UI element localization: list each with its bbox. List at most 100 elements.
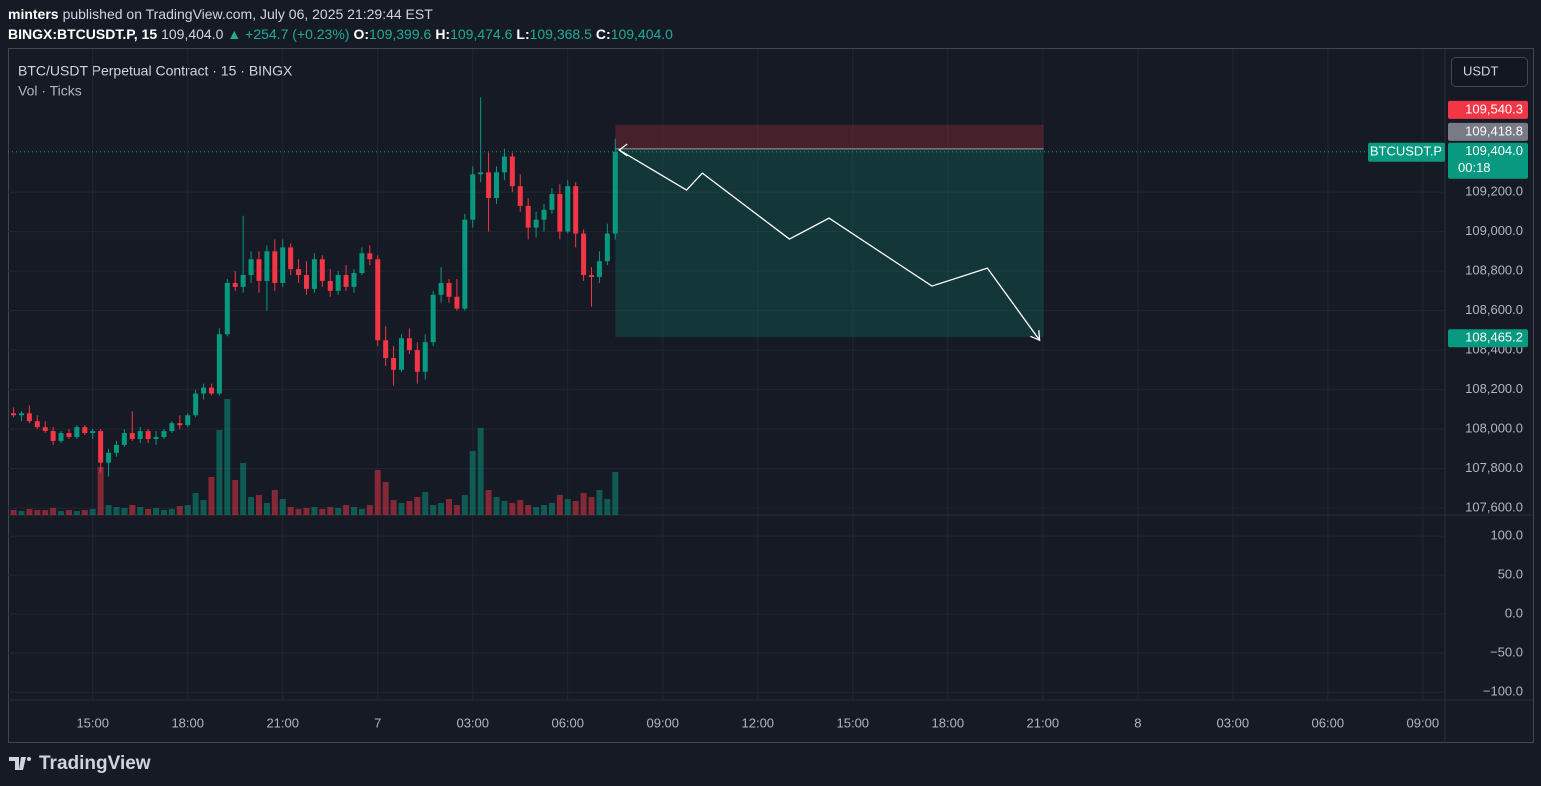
volume-bar bbox=[255, 495, 262, 515]
header: minters published on TradingView.com, Jul… bbox=[8, 6, 433, 22]
candle-body bbox=[145, 431, 151, 439]
y-tick-label: 107,800.0 bbox=[1465, 460, 1523, 475]
candle-body bbox=[581, 233, 587, 276]
candle-body bbox=[557, 194, 563, 232]
candle-body bbox=[462, 219, 468, 309]
candle-body bbox=[106, 452, 112, 463]
candle-body bbox=[303, 275, 309, 289]
volume-bar bbox=[263, 503, 270, 515]
volume-bar bbox=[509, 503, 516, 515]
x-tick-label: 15:00 bbox=[76, 715, 109, 730]
volume-bar bbox=[461, 495, 468, 515]
candle-body bbox=[248, 259, 254, 276]
volume-bar bbox=[358, 509, 365, 515]
candle-body bbox=[478, 172, 484, 175]
chart-subtitle: Vol · Ticks bbox=[18, 83, 82, 99]
volume-bar bbox=[580, 493, 587, 515]
o-label: O: bbox=[353, 26, 370, 42]
low: 109,368.5 bbox=[529, 26, 592, 42]
volume-bar bbox=[129, 505, 136, 515]
candle-body bbox=[549, 194, 555, 210]
lower-tick-label: −100.0 bbox=[1483, 684, 1523, 699]
volume-bar bbox=[192, 493, 199, 515]
target-zone bbox=[615, 148, 1044, 338]
candle-body bbox=[82, 427, 88, 434]
currency[interactable]: USDT bbox=[1463, 63, 1498, 78]
y-tick-label: 108,600.0 bbox=[1465, 302, 1523, 317]
symbol-label-box bbox=[1368, 142, 1445, 162]
y-tick-label: 109,200.0 bbox=[1465, 184, 1523, 199]
candle-body bbox=[335, 275, 341, 291]
volume-bar bbox=[224, 399, 231, 515]
volume-bar bbox=[216, 430, 223, 515]
x-tick-label: 09:00 bbox=[646, 715, 679, 730]
volume-bar bbox=[445, 499, 452, 515]
x-tick-label: 18:00 bbox=[932, 715, 965, 730]
volume-bar bbox=[335, 508, 342, 515]
volume-bar bbox=[303, 508, 310, 515]
volume-bar bbox=[232, 480, 239, 515]
volume-bar bbox=[287, 507, 294, 515]
candle-body bbox=[66, 433, 72, 437]
volume-bar bbox=[596, 490, 603, 515]
x-tick-label: 06:00 bbox=[551, 715, 584, 730]
volume-bar bbox=[137, 507, 144, 515]
candle-body bbox=[430, 294, 436, 343]
candle-body bbox=[383, 340, 389, 358]
candle-body bbox=[272, 251, 278, 283]
candle-body bbox=[240, 275, 246, 287]
x-tick-label: 21:00 bbox=[1027, 715, 1060, 730]
candle-body bbox=[319, 259, 325, 281]
candle-body bbox=[169, 423, 175, 432]
candle-body bbox=[90, 431, 96, 434]
volume-bar bbox=[113, 507, 120, 515]
y-tick-label: 107,600.0 bbox=[1465, 500, 1523, 515]
volume-bar bbox=[525, 505, 532, 515]
volume-bar bbox=[501, 501, 508, 515]
x-tick-label: 18:00 bbox=[171, 715, 204, 730]
candle-body bbox=[398, 338, 404, 370]
stop-label-box bbox=[1448, 100, 1528, 119]
x-tick-label: 21:00 bbox=[266, 715, 299, 730]
x-tick-label: 03:00 bbox=[1217, 715, 1250, 730]
candle-body bbox=[201, 387, 207, 394]
candle-body bbox=[42, 427, 48, 432]
candle-body bbox=[224, 282, 230, 335]
x-tick-label: 03:00 bbox=[456, 715, 489, 730]
volume-bar bbox=[604, 499, 611, 515]
candle-body bbox=[280, 247, 286, 283]
candle-body bbox=[367, 253, 373, 260]
candle-body bbox=[264, 251, 270, 281]
candle-body bbox=[406, 338, 412, 351]
x-tick-label: 15:00 bbox=[837, 715, 870, 730]
grid bbox=[8, 49, 1445, 700]
volume-bar bbox=[97, 467, 104, 515]
x-tick-label: 09:00 bbox=[1407, 715, 1440, 730]
volume-bar bbox=[121, 508, 128, 515]
candle-body bbox=[121, 433, 127, 445]
volume-bar bbox=[414, 497, 421, 515]
chart-title: BTC/USDT Perpetual Contract · 15 · BINGX bbox=[18, 63, 293, 79]
x-tick-label: 7 bbox=[374, 715, 381, 730]
volume-bar bbox=[366, 505, 373, 515]
countdown: 00:18 bbox=[1458, 160, 1491, 175]
currency-button[interactable] bbox=[1451, 57, 1528, 87]
projection-arrowhead bbox=[1030, 330, 1041, 342]
candle-body bbox=[486, 172, 492, 198]
stop-zone bbox=[615, 124, 1044, 149]
lower-tick-label: 100.0 bbox=[1490, 528, 1523, 543]
candle-body bbox=[573, 186, 579, 234]
candle-body bbox=[525, 205, 531, 228]
candle-body bbox=[161, 431, 167, 437]
c-label: C: bbox=[595, 26, 611, 42]
volume-bar bbox=[176, 506, 183, 515]
candle-body bbox=[18, 413, 24, 416]
volume-bar bbox=[572, 501, 579, 515]
volume-bar bbox=[34, 510, 41, 515]
candle-body bbox=[604, 233, 610, 262]
candle-body bbox=[177, 423, 183, 426]
lower-tick-label: −50.0 bbox=[1490, 645, 1523, 660]
candle-body bbox=[359, 253, 365, 274]
volume-bar bbox=[50, 508, 57, 515]
